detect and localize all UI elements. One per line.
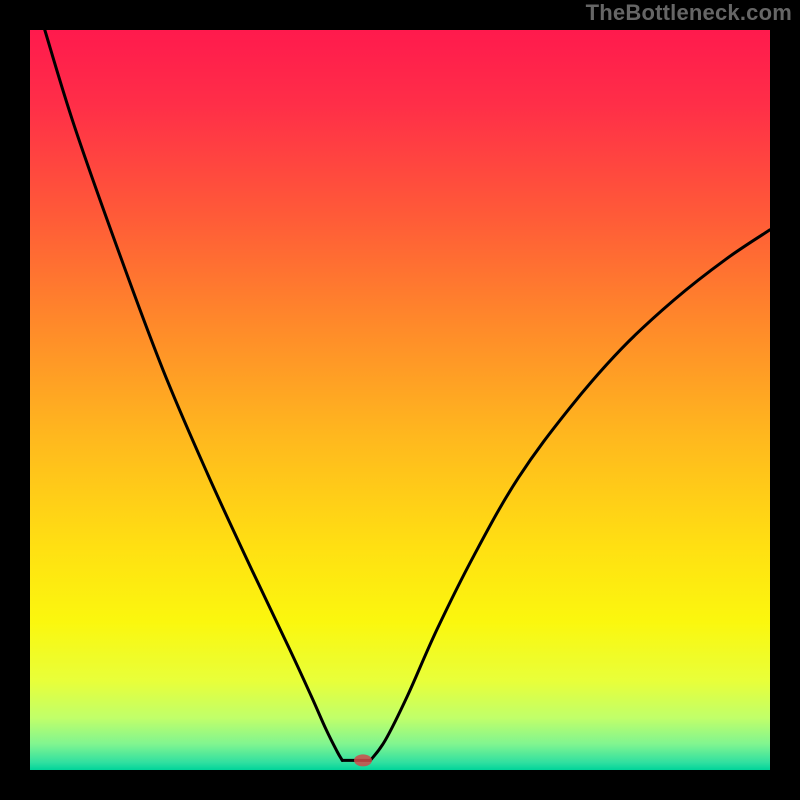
chart-container: TheBottleneck.com bbox=[0, 0, 800, 800]
chart-plot-area bbox=[30, 30, 770, 770]
optimal-point-marker bbox=[354, 754, 372, 766]
watermark-text: TheBottleneck.com bbox=[586, 0, 792, 26]
bottleneck-chart bbox=[0, 0, 800, 800]
